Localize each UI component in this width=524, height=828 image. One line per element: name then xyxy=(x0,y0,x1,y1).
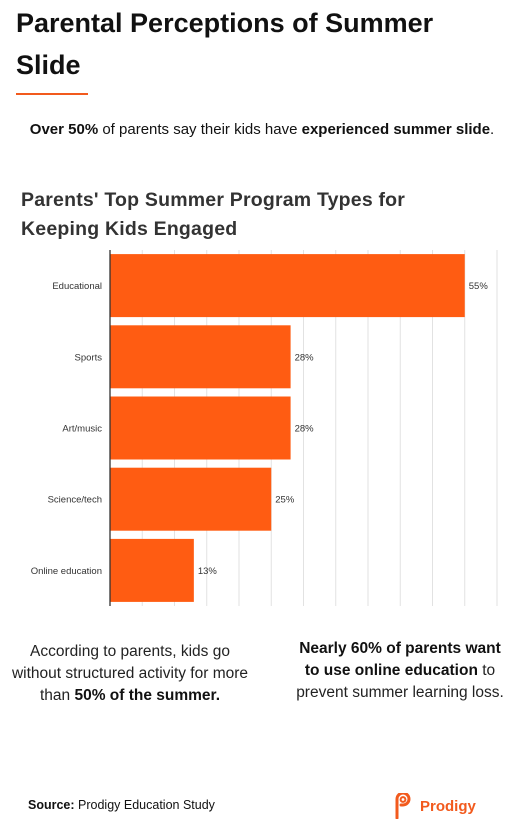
note-right: Nearly 60% of parents want to use online… xyxy=(290,638,510,704)
bar-sports xyxy=(110,325,291,389)
source-label: Source: xyxy=(28,798,75,812)
chart-value-labels: 55% 28% 28% 25% 13% xyxy=(198,281,488,577)
value-label: 28% xyxy=(295,424,315,435)
brand-name: Prodigy xyxy=(420,797,476,815)
intro-text-2: of parents say their kids have xyxy=(98,121,302,138)
source-note: Source: Prodigy Education Study xyxy=(28,798,215,812)
title-underline xyxy=(16,93,88,95)
note-left-text: According to parents, kids go without st… xyxy=(11,643,249,704)
intro-text-4: . xyxy=(490,121,495,138)
chart-category-labels: Educational Sports Art/music Science/tech On… xyxy=(31,281,103,577)
value-label: 55% xyxy=(469,281,489,292)
value-label: 25% xyxy=(275,495,295,506)
brand-logo[interactable]: Prodigy xyxy=(392,790,476,822)
source-text: Prodigy Education Study xyxy=(74,798,215,812)
category-label: Art/music xyxy=(62,424,102,435)
prodigy-logo-icon xyxy=(395,793,411,819)
chart-title: Parents' Top Summer Program Types for Ke… xyxy=(21,189,406,240)
note-left-highlight: 50% of the summer. xyxy=(74,687,221,704)
note-right-text: to prevent summer learning loss. xyxy=(296,662,504,701)
category-label: Online education xyxy=(31,566,102,577)
bar-art-music xyxy=(110,396,291,460)
chart-bars xyxy=(110,254,465,602)
note-left: According to parents, kids go without st… xyxy=(10,641,250,707)
category-label: Sports xyxy=(75,352,103,363)
bar-chart: Educational Sports Art/music Science/tech On… xyxy=(31,250,498,606)
page-title: Parental Perceptions of Summer Slide xyxy=(16,8,434,80)
bar-science-tech xyxy=(110,467,272,531)
value-label: 28% xyxy=(295,352,315,363)
category-label: Science/tech xyxy=(48,495,102,506)
intro-highlight-2: experienced summer slide xyxy=(301,121,491,138)
note-right-highlight: Nearly 60% of parents want to use online… xyxy=(299,640,501,679)
value-label: 13% xyxy=(198,566,218,577)
intro-highlight-1: Over 50% xyxy=(29,121,99,138)
bar-online-education xyxy=(110,538,194,602)
bar-educational xyxy=(110,254,465,318)
category-label: Educational xyxy=(52,281,102,292)
intro-text: Over 50% of parents say their kids have … xyxy=(10,118,514,141)
